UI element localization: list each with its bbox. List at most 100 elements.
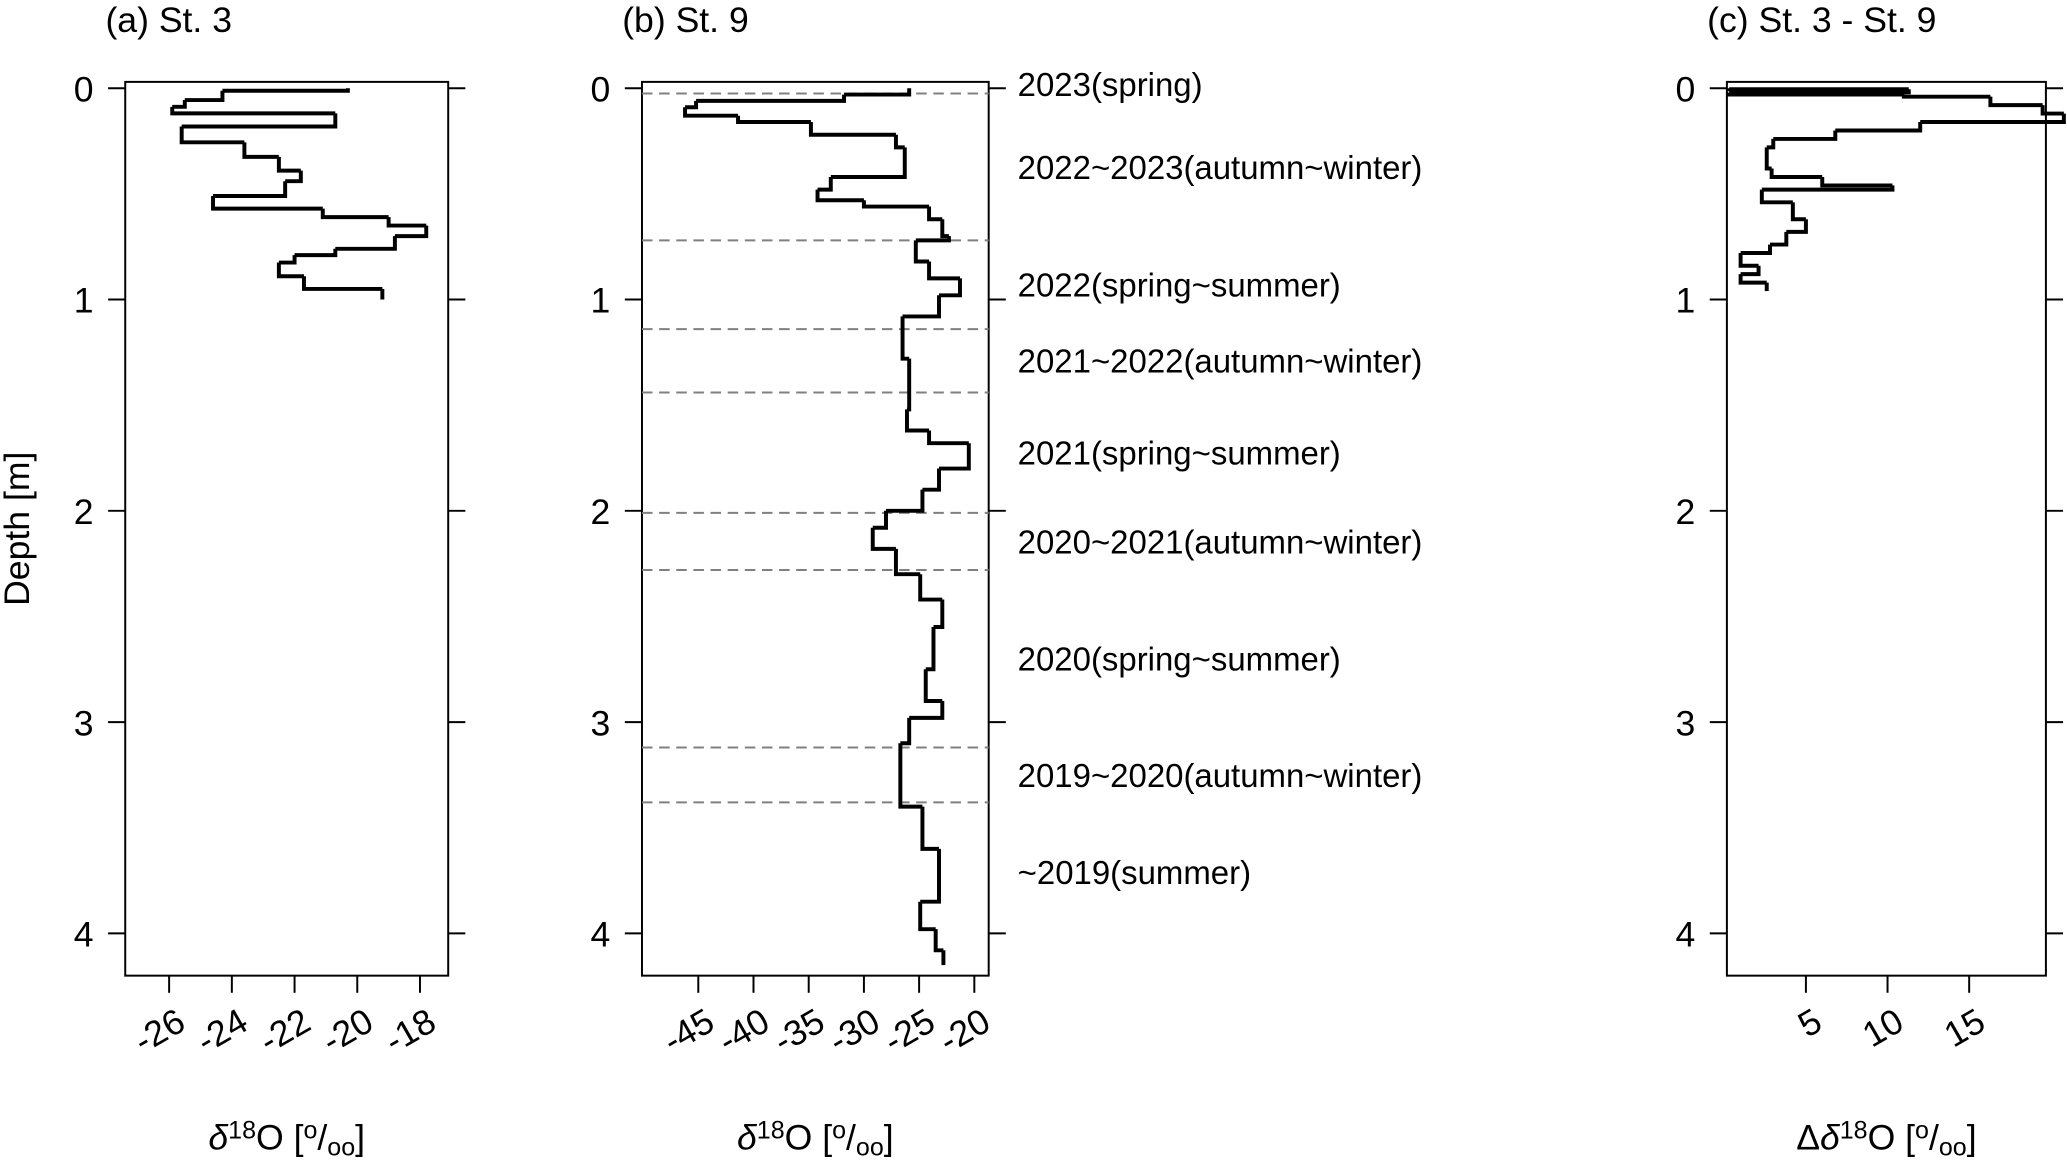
step-segment — [213, 181, 288, 198]
step-segment — [172, 100, 187, 109]
step-segment — [844, 88, 912, 97]
y-tick-label: 0 — [74, 69, 94, 109]
plot-frame — [1725, 80, 2047, 977]
x-axis-label-part: 18 — [228, 1116, 256, 1144]
y-tick-label: 2 — [591, 492, 611, 532]
x-axis-label-part: / — [317, 1118, 327, 1158]
y-tick-label: 1 — [74, 281, 94, 321]
x-tick-label: -18 — [378, 1001, 443, 1061]
step-segment — [1759, 189, 1793, 205]
step-segment — [923, 669, 943, 703]
y-tick-label: 4 — [74, 915, 94, 955]
step-segment — [1761, 185, 1895, 192]
panel-title: (a) St. 3 — [105, 0, 232, 40]
step-segment — [920, 806, 939, 851]
x-axis-label: Δδ18O [o/oo] — [1796, 1116, 1976, 1161]
step-segment — [927, 430, 969, 446]
step-segment — [1738, 253, 1759, 268]
step-segment — [885, 489, 925, 513]
step-segment — [1738, 274, 1767, 285]
step-segment — [815, 189, 864, 203]
step-segment — [242, 142, 279, 159]
step-segment — [683, 107, 739, 118]
x-tick-label: -40 — [711, 1001, 776, 1061]
step-segment — [938, 278, 962, 298]
step-segment — [1727, 92, 1904, 97]
step-segment — [872, 510, 888, 530]
x-axis-label-part: 18 — [1840, 1116, 1868, 1144]
season-annotation: ~2019(summer) — [1018, 854, 1251, 891]
step-segment — [335, 236, 397, 251]
step-segment — [918, 574, 943, 602]
step-segment — [933, 929, 944, 953]
panel-title: (b) St. 9 — [622, 0, 749, 40]
y-tick-label: 0 — [1675, 69, 1695, 109]
x-axis-label-part: Δ — [1796, 1118, 1820, 1158]
step-segment — [184, 90, 225, 103]
step-segment — [276, 262, 304, 279]
season-annotation: 2023(spring) — [1018, 66, 1203, 103]
step-segment — [1773, 130, 1838, 141]
y-axis-label: Depth [m] — [0, 452, 37, 606]
x-tick-label: -35 — [767, 1001, 832, 1061]
step-segment — [1769, 168, 1823, 179]
step-segment — [179, 126, 245, 145]
x-axis-label: δ18O [o/oo] — [208, 1116, 365, 1161]
x-axis-label-part: O [ — [1868, 1118, 1916, 1158]
step-segment — [181, 113, 338, 129]
x-tick-label: -25 — [877, 1001, 942, 1061]
season-annotation: 2019~2020(autumn~winter) — [1018, 757, 1423, 794]
step-segment — [1835, 122, 1923, 133]
x-tick-label: 5 — [1791, 1001, 1828, 1046]
step-segment — [1740, 244, 1772, 256]
x-tick-label: -26 — [127, 1001, 192, 1061]
plot-frame — [124, 80, 450, 977]
y-tick-label: 2 — [1675, 492, 1695, 532]
x-tick-label: -20 — [315, 1001, 380, 1061]
step-segment — [933, 599, 945, 629]
x-tick-label: -24 — [190, 1001, 255, 1061]
step-segment — [1988, 96, 2043, 108]
step-segment — [1790, 202, 1806, 222]
y-tick-label: 4 — [591, 915, 611, 955]
step-segment — [222, 88, 350, 93]
step-segment — [893, 134, 905, 150]
x-tick-label: -45 — [656, 1001, 721, 1061]
y-tick-label: 1 — [1675, 281, 1695, 321]
x-tick-label: -30 — [822, 1001, 887, 1061]
step-segment — [870, 527, 896, 551]
y-tick-label: 3 — [1675, 703, 1695, 743]
step-segment — [913, 240, 930, 264]
x-axis-label-part: ] — [884, 1118, 894, 1158]
x-axis-label-part: O [ — [256, 1118, 304, 1158]
step-segment — [294, 248, 338, 258]
x-axis-label-part: o — [832, 1116, 846, 1144]
step-segment — [301, 276, 383, 291]
step-segment — [1920, 113, 2066, 125]
x-axis-label-part: ] — [1967, 1118, 1977, 1158]
step-segment — [906, 358, 912, 412]
step-segment — [211, 195, 323, 211]
plot-frame — [640, 80, 990, 977]
step-segment — [925, 627, 936, 672]
step-segment — [1820, 176, 1893, 188]
step-segment — [285, 170, 303, 184]
step-segment — [920, 848, 941, 904]
y-tick-label: 1 — [591, 281, 611, 321]
step-segment — [900, 717, 912, 746]
step-segment — [2040, 105, 2064, 116]
x-axis-label-part: O [ — [785, 1118, 833, 1158]
step-segment — [938, 443, 971, 471]
panel-title: (c) St. 3 - St. 9 — [1707, 0, 1936, 40]
step-segment — [940, 219, 949, 239]
step-segment — [1901, 94, 1991, 99]
step-segment — [1727, 87, 1909, 92]
step-segment — [922, 468, 941, 492]
step-segment — [927, 261, 960, 281]
x-tick-label: -22 — [252, 1001, 317, 1061]
step-segment — [394, 225, 429, 239]
step-segment — [898, 743, 923, 809]
step-segment — [1786, 219, 1808, 234]
